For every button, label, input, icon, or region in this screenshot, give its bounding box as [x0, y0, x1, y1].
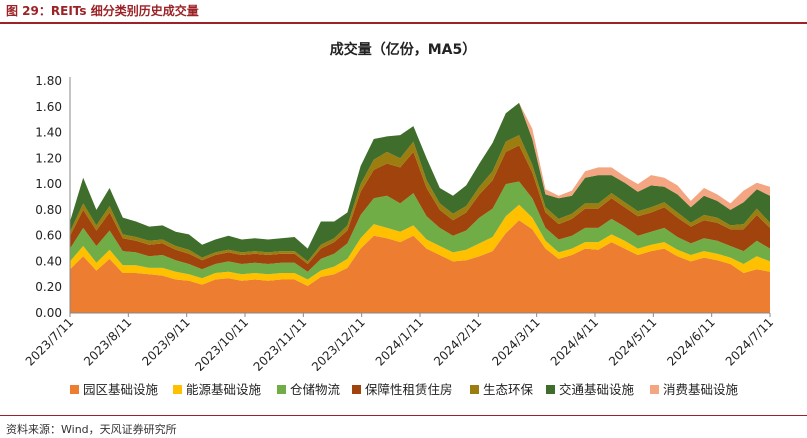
x-tick-label: 2024/7/11 [723, 315, 776, 368]
legend-label: 园区基础设施 [83, 382, 159, 397]
y-tick-label: 1.20 [35, 151, 62, 165]
legend-label: 生态环保 [483, 382, 534, 397]
y-tick-label: 1.40 [35, 126, 62, 140]
area-series-3 [70, 181, 770, 280]
legend-swatch [470, 385, 479, 394]
y-tick-label: 0.80 [35, 203, 62, 217]
legend-label: 能源基础设施 [186, 382, 262, 397]
y-tick-label: 1.00 [35, 177, 62, 191]
y-tick-label: 0.40 [35, 254, 62, 268]
source-text: 资料来源：Wind，天风证券研究所 [6, 423, 177, 436]
x-tick-label: 2023/9/11 [139, 315, 192, 368]
legend-item: 保障性租赁住房 [352, 382, 453, 397]
legend-swatch [546, 385, 555, 394]
legend: 园区基础设施 能源基础设施 仓储物流 保障性租赁住房 生态环保 交通基础设施 消费基础设施 [70, 382, 739, 397]
legend-item: 生态环保 [470, 382, 534, 397]
legend-swatch [277, 385, 286, 394]
y-tick-label: 0.20 [35, 280, 62, 294]
source-note: 资料来源：Wind，天风证券研究所 [0, 415, 807, 438]
legend-label: 保障性租赁住房 [365, 382, 453, 397]
legend-item: 园区基础设施 [70, 382, 159, 397]
x-tick-label: 2023/12/11 [309, 315, 368, 374]
x-tick-label: 2024/6/11 [664, 315, 717, 368]
x-tick-label: 2023/8/11 [81, 315, 134, 368]
x-tick-label: 2023/11/11 [251, 315, 310, 374]
area-series-4 [70, 145, 770, 272]
area-series-2 [70, 204, 770, 286]
x-tick-label: 2024/5/11 [606, 315, 659, 368]
y-tick-label: 0.60 [35, 229, 62, 243]
x-tick-label: 2023/7/11 [23, 315, 76, 368]
legend-swatch [650, 385, 659, 394]
y-tick-label: 1.80 [35, 74, 62, 88]
legend-swatch [70, 385, 79, 394]
x-tick-label: 2024/3/11 [489, 315, 542, 368]
area-layers [70, 102, 770, 313]
x-tick-label: 2024/2/11 [431, 315, 484, 368]
x-tick-label: 2024/4/11 [548, 315, 601, 368]
figure-header: 图 29：REITs 细分类别历史成交量 [0, 0, 807, 24]
figure-header-text: 图 29：REITs 细分类别历史成交量 [6, 4, 199, 18]
area-series-1 [70, 220, 770, 313]
legend-swatch [173, 385, 182, 394]
legend-item: 消费基础设施 [650, 382, 739, 397]
legend-swatch [352, 385, 361, 394]
legend-item: 能源基础设施 [173, 382, 262, 397]
y-tick-label: 0.00 [35, 306, 62, 320]
x-tick-label: 2023/10/11 [192, 315, 251, 374]
legend-label: 交通基础设施 [559, 382, 635, 397]
chart-title: 成交量（亿份，MA5） [330, 41, 477, 58]
legend-label: 仓储物流 [290, 382, 341, 397]
x-tick-labels: 2023/7/11 2023/8/11 2023/9/11 2023/10/11 202… [23, 313, 776, 374]
legend-item: 交通基础设施 [546, 382, 635, 397]
y-tick-labels: 0.00 0.20 0.40 0.60 0.80 1.00 1.20 1.40 1.60 1.80 [35, 74, 62, 320]
y-tick-label: 1.60 [35, 100, 62, 114]
stacked-area-chart: 成交量（亿份，MA5） 0.00 0.20 0.40 0.60 0.80 1.00 1.20… [23, 41, 776, 397]
legend-item: 仓储物流 [277, 382, 341, 397]
x-tick-label: 2024/1/11 [373, 315, 426, 368]
legend-label: 消费基础设施 [663, 382, 739, 397]
